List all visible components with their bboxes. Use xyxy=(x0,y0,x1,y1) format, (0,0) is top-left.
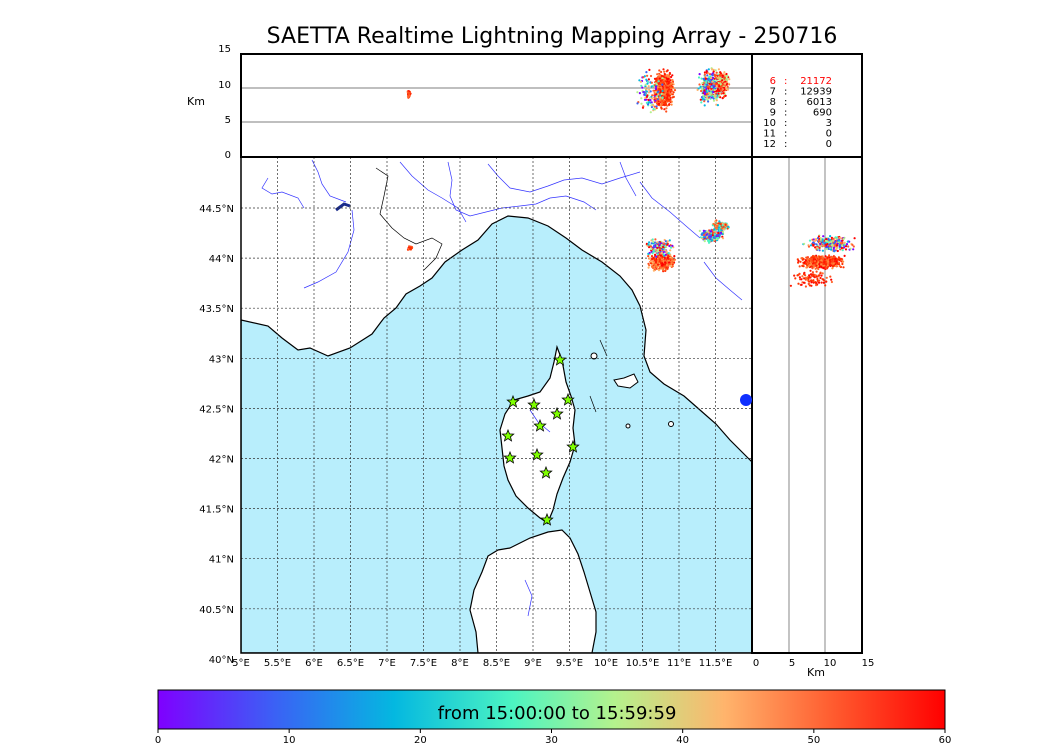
station-count-n: 6 xyxy=(770,76,776,87)
colorbar-tick-label: 40 xyxy=(676,735,689,746)
lon-tick-label: 8°E xyxy=(451,658,469,669)
lat-tick-label: 41°N xyxy=(209,555,234,566)
station-count-sep: : xyxy=(784,139,787,150)
station-marker xyxy=(506,394,520,408)
altitude-tick-label: 10 xyxy=(218,80,231,91)
altitude-tick-label: 5 xyxy=(225,115,231,126)
station-marker xyxy=(527,397,541,411)
station-count-value: 0 xyxy=(826,129,832,140)
altitude-unit-label-left: Km xyxy=(187,95,205,108)
station-count-value: 6013 xyxy=(807,97,832,108)
station-marker xyxy=(550,406,564,420)
map-panel xyxy=(240,156,753,654)
altitude-unit-label-bottom: Km xyxy=(807,666,825,679)
station-count-value: 21172 xyxy=(800,76,832,87)
lightning-cluster xyxy=(406,245,414,251)
lat-tick-label: 44.5°N xyxy=(199,204,234,215)
lat-tick-label: 43.5°N xyxy=(199,304,234,315)
lon-tick-label: 7.5°E xyxy=(410,658,437,669)
station-count-sep: : xyxy=(784,108,787,119)
station-count-n: 10 xyxy=(763,118,776,129)
station-count-n: 11 xyxy=(763,129,776,140)
lightning-cluster xyxy=(636,68,667,114)
lon-tick-label: 5°E xyxy=(232,658,250,669)
station-marker xyxy=(553,352,567,366)
colorbar-tick-label: 0 xyxy=(155,735,161,746)
station-marker xyxy=(539,465,553,479)
corsica xyxy=(499,344,576,523)
lightning-cluster xyxy=(789,267,834,288)
station-count-value: 3 xyxy=(826,118,832,129)
station-marker xyxy=(566,439,580,453)
lon-tick-label: 8.5°E xyxy=(483,658,510,669)
lon-tick-label: 5.5°E xyxy=(264,658,291,669)
elba xyxy=(613,373,639,389)
colorbar-tick-label: 10 xyxy=(283,735,296,746)
lightning-cluster xyxy=(802,234,856,253)
station-count-sep: : xyxy=(784,97,787,108)
station-count-n: 7 xyxy=(770,87,776,98)
lightning-cluster xyxy=(647,252,677,273)
lightning-cluster xyxy=(796,254,846,271)
colorbar-tick-label: 30 xyxy=(545,735,558,746)
lon-tick-label: 10.5°E xyxy=(626,658,660,669)
lat-tick-label: 40°N xyxy=(209,655,234,666)
station-count-n: 8 xyxy=(770,97,776,108)
station-marker xyxy=(540,512,554,526)
station-marker xyxy=(501,428,515,442)
lat-tick-label: 41.5°N xyxy=(199,505,234,516)
altitude-tick-label: 15 xyxy=(218,44,231,55)
lon-tick-label: 7°E xyxy=(378,658,396,669)
altitude-tick-label: 0 xyxy=(225,150,231,161)
station-marker xyxy=(530,447,544,461)
lat-tick-label: 43°N xyxy=(209,354,234,365)
station-count-sep: : xyxy=(784,87,787,98)
altitude-latitude-panel xyxy=(751,156,863,654)
lon-tick-label: 9.5°E xyxy=(556,658,583,669)
altitude-tick-label: 5 xyxy=(789,658,795,669)
station-count-value: 0 xyxy=(826,139,832,150)
altitude-tick-label: 15 xyxy=(862,658,875,669)
lon-tick-label: 10°E xyxy=(594,658,618,669)
station-count-value: 690 xyxy=(813,108,832,119)
colorbar-tick-label: 50 xyxy=(807,735,820,746)
colorbar: from 15:00:00 to 15:59:59 0 10 20 30 40 50 60 xyxy=(155,689,952,746)
station-count-sep: : xyxy=(784,118,787,129)
lightning-cluster xyxy=(645,238,675,259)
colorbar-label: from 15:00:00 to 15:59:59 xyxy=(438,703,677,724)
lon-tick-label: 9°E xyxy=(524,658,542,669)
lightning-cluster xyxy=(406,90,412,99)
colorbar-tick-label: 60 xyxy=(939,735,952,746)
station-counts-panel: 6: 21172 7: 12939 8: 6013 9: 690 10: 3 11: 0 12: 0 xyxy=(751,53,863,158)
altitude-tick-label: 10 xyxy=(824,658,837,669)
lon-tick-label: 11°E xyxy=(667,658,691,669)
altitude-longitude-panel xyxy=(240,53,753,158)
lat-tick-label: 44°N xyxy=(209,254,234,265)
station-marker xyxy=(533,418,547,432)
lat-tick-label: 42°N xyxy=(209,455,234,466)
altitude-tick-label: 0 xyxy=(753,658,759,669)
blue-marker xyxy=(740,394,752,406)
station-marker xyxy=(561,392,575,406)
station-count-sep: : xyxy=(784,129,787,140)
lon-tick-label: 6.5°E xyxy=(337,658,364,669)
sardinia xyxy=(469,529,597,653)
lon-tick-label: 11.5°E xyxy=(699,658,733,669)
lon-tick-label: 6°E xyxy=(305,658,323,669)
lat-tick-label: 40.5°N xyxy=(199,605,234,616)
lightning-cluster xyxy=(713,68,731,102)
station-count-value: 12939 xyxy=(800,87,832,98)
lightning-cluster xyxy=(711,219,731,232)
lat-tick-label: 42.5°N xyxy=(199,404,234,415)
colorbar-tick-label: 20 xyxy=(414,735,427,746)
station-count-sep: : xyxy=(784,76,787,87)
lightning-cluster xyxy=(698,228,725,244)
station-marker xyxy=(503,450,517,464)
page-title: SAETTA Realtime Lightning Mapping Array … xyxy=(266,24,838,49)
lightning-cluster xyxy=(696,67,725,107)
station-count-n: 12 xyxy=(763,139,776,150)
station-count-n: 9 xyxy=(770,108,776,119)
